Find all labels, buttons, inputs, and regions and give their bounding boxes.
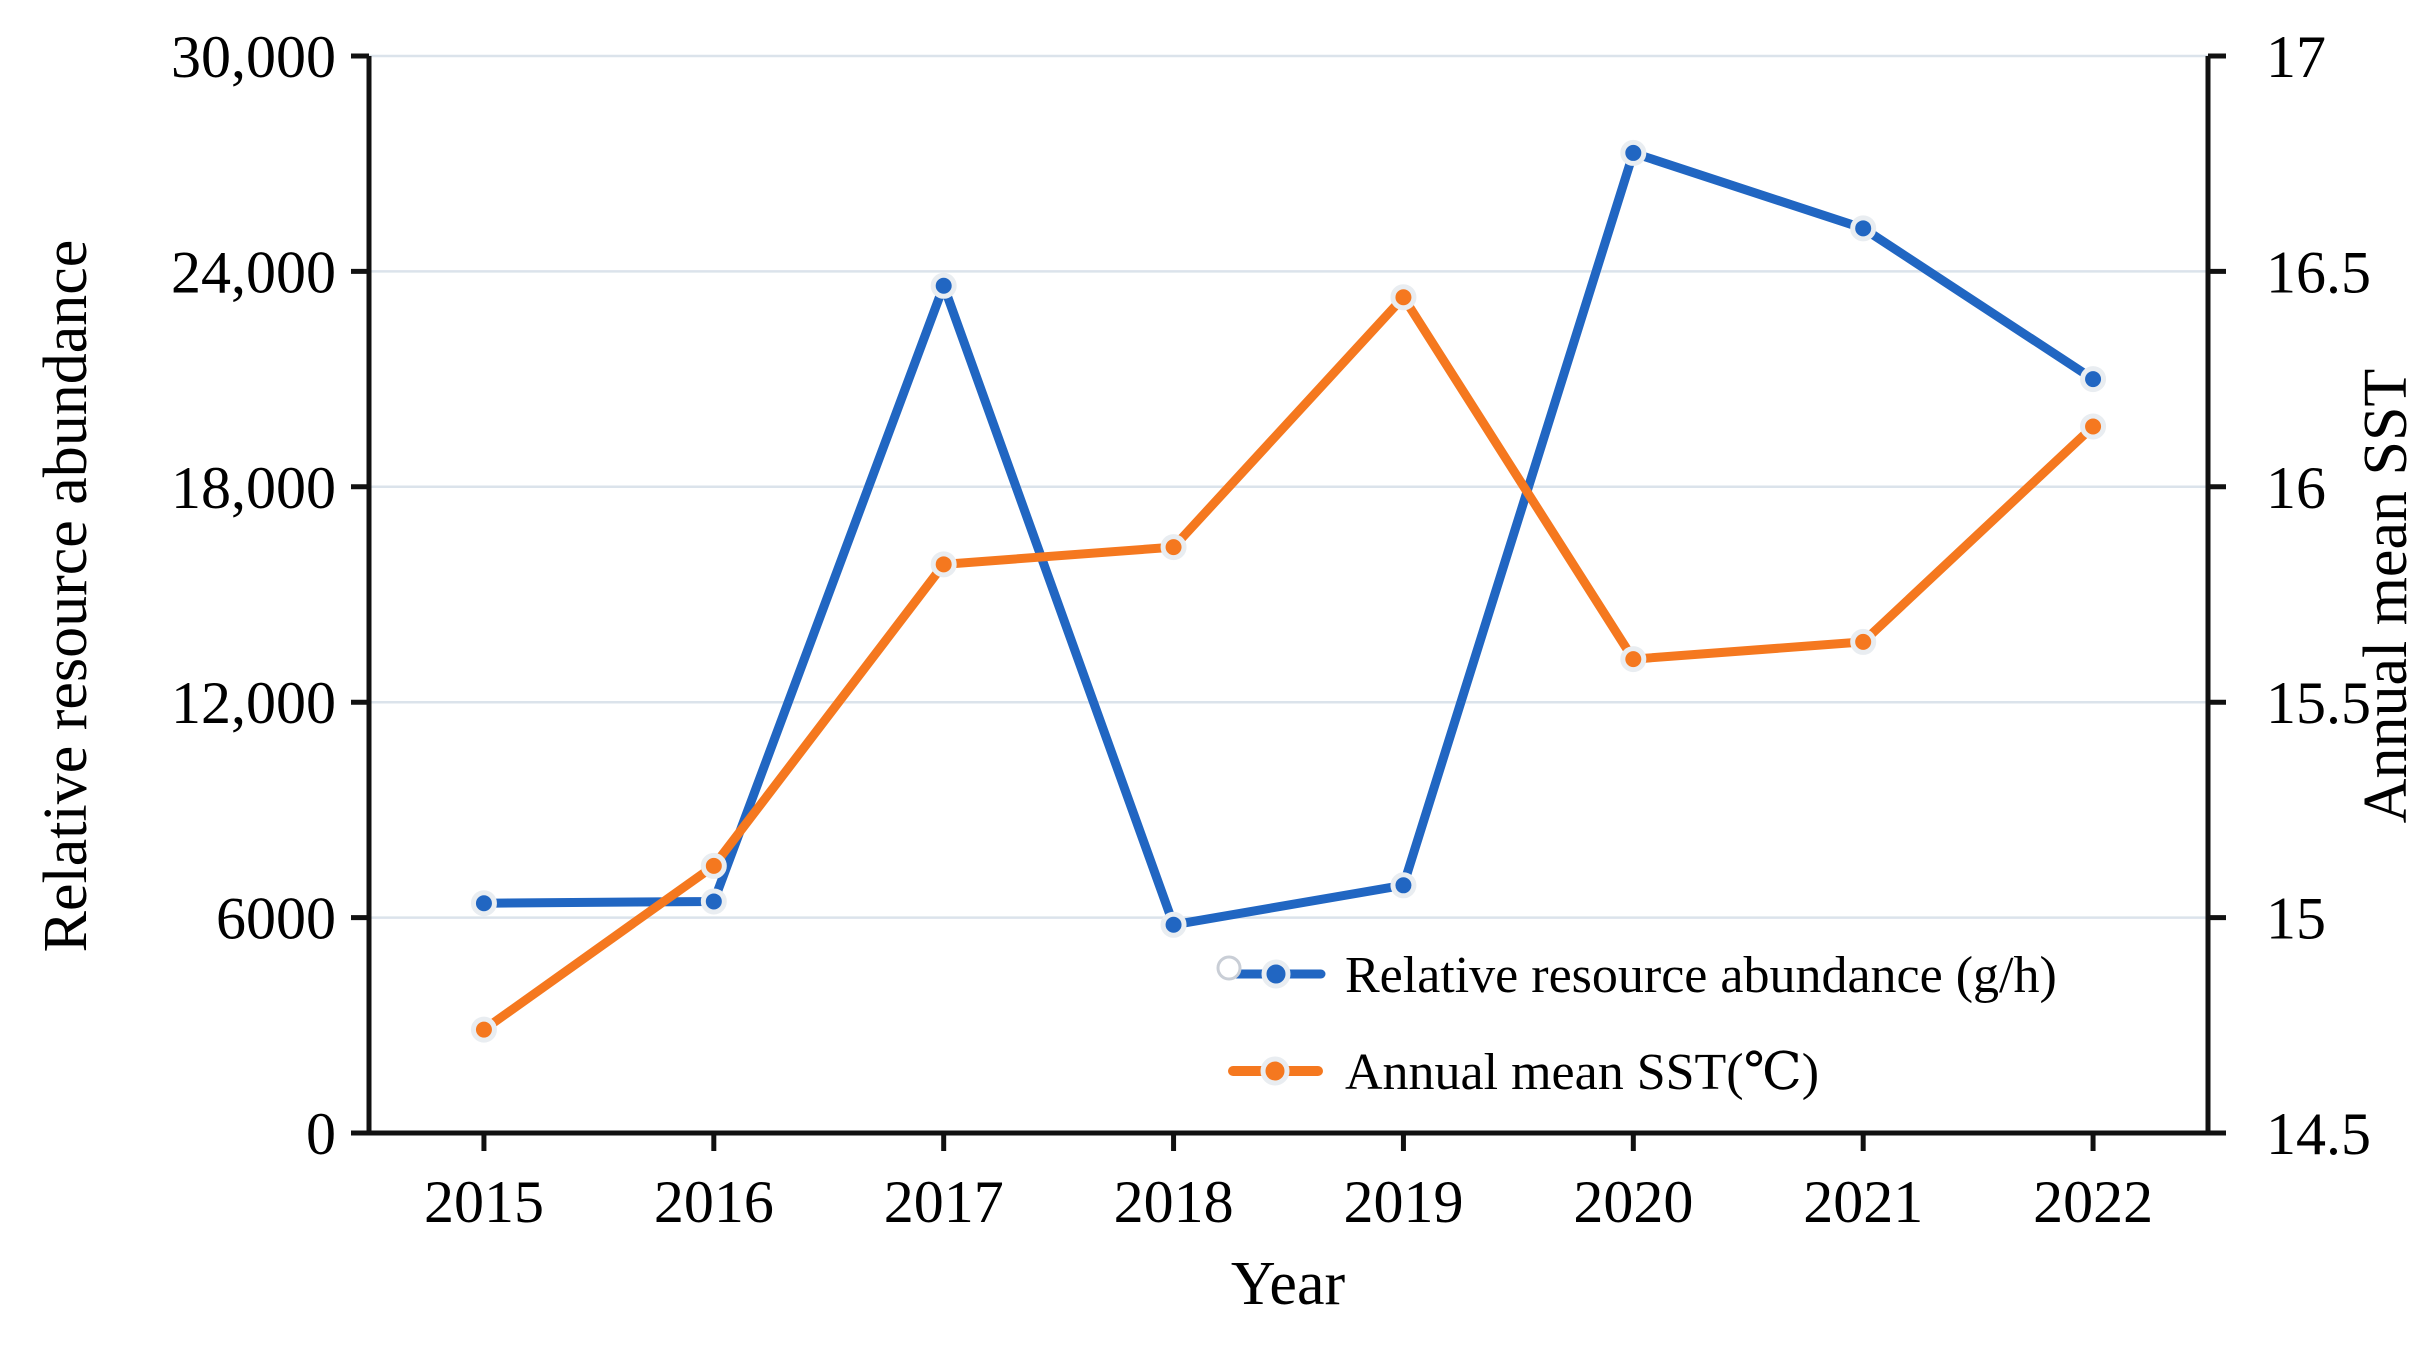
left-axis-title: Relative resource abundance — [40, 240, 100, 953]
legend-label-1: Annual mean SST(℃) — [1345, 1044, 1819, 1101]
x-tick-label: 2021 — [1803, 1169, 1923, 1235]
data-point-series-1 — [1390, 284, 1417, 311]
right-axis-title: Annual mean SST — [2352, 369, 2414, 824]
data-point-series-1 — [470, 1016, 497, 1043]
series — [470, 139, 2107, 1043]
series-line-1 — [479, 292, 2098, 1035]
data-point-series-0 — [2080, 366, 2107, 393]
right-tick-label: 14.5 — [2266, 1101, 2371, 1167]
right-tick-label: 16 — [2266, 455, 2326, 521]
left-tick-label: 24,000 — [171, 239, 336, 305]
x-tick-label: 2017 — [884, 1169, 1004, 1235]
x-tick-label: 2015 — [424, 1169, 544, 1235]
left-tick-label: 30,000 — [171, 24, 336, 90]
left-tick-label: 0 — [306, 1101, 336, 1167]
x-tick-label: 2016 — [654, 1169, 774, 1235]
x-tick-label: 2018 — [1114, 1169, 1234, 1235]
data-point-series-1 — [700, 852, 727, 879]
gridlines — [369, 54, 2208, 919]
right-tick-label: 16.5 — [2266, 239, 2371, 305]
left-tick-label: 6000 — [216, 886, 336, 952]
right-tick-label: 15.5 — [2266, 670, 2371, 736]
data-point-series-0 — [1390, 872, 1417, 899]
data-point-series-1 — [1620, 646, 1647, 673]
left-tick-label: 12,000 — [171, 670, 336, 736]
x-axis-title: Year — [1231, 1250, 1346, 1318]
legend-marker-0 — [1261, 959, 1291, 989]
x-tick-label: 2020 — [1573, 1169, 1693, 1235]
x-tick-label: 2022 — [2033, 1169, 2153, 1235]
legend: Relative resource abundance (g/h) Annual … — [1216, 947, 2057, 1101]
data-point-series-0 — [1620, 139, 1647, 166]
data-point-series-1 — [1850, 628, 1877, 655]
axes: 0 6000 12,000 18,000 24,000 30,000 14.5 15 15.5 1… — [171, 24, 2371, 1235]
right-tick-label: 17 — [2266, 24, 2326, 90]
legend-marker-1 — [1260, 1056, 1290, 1086]
legend-label-0: Relative resource abundance (g/h) — [1345, 947, 2057, 1004]
data-point-series-1 — [1160, 534, 1187, 561]
chart-canvas: 0 6000 12,000 18,000 24,000 30,000 14.5 15 15.5 1… — [40, 24, 2414, 1318]
data-point-series-0 — [700, 888, 727, 915]
x-tick-label: 2019 — [1343, 1169, 1463, 1235]
data-point-series-0 — [470, 890, 497, 917]
data-point-series-0 — [1850, 215, 1877, 242]
series-line-0 — [479, 148, 2098, 930]
left-tick-label: 18,000 — [171, 455, 336, 521]
data-point-series-1 — [2080, 413, 2107, 440]
data-point-series-0 — [930, 272, 957, 299]
legend-ghost-circle — [1216, 955, 1242, 981]
dual-axis-line-chart-figure: 0 6000 12,000 18,000 24,000 30,000 14.5 15 15.5 1… — [40, 16, 2414, 1344]
data-point-series-0 — [1160, 911, 1187, 938]
right-tick-label: 15 — [2266, 886, 2326, 952]
data-point-series-1 — [930, 551, 957, 578]
